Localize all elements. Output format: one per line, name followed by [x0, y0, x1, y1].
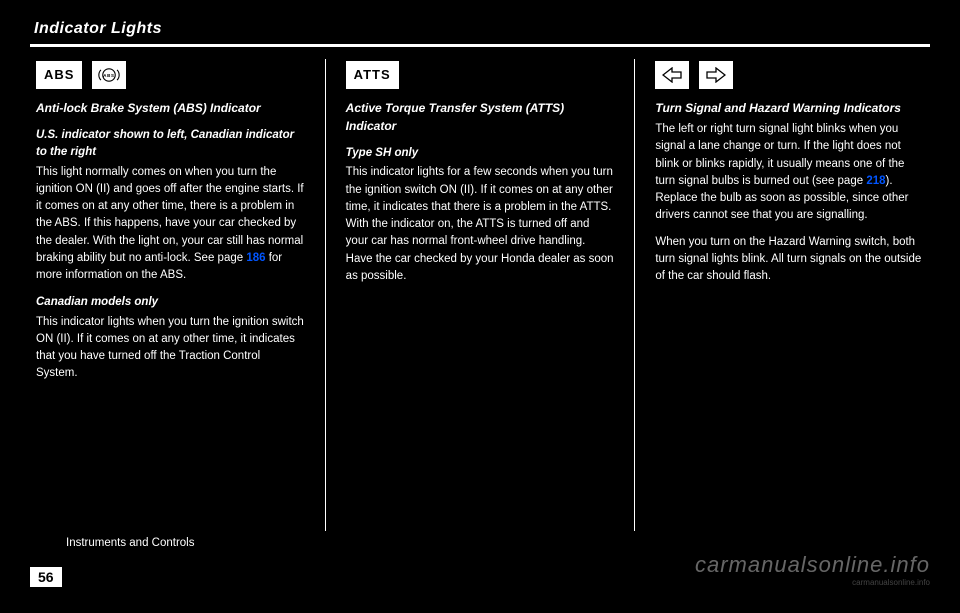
- header-rule: [30, 44, 930, 47]
- watermark-text: carmanualsonline.info: [695, 552, 930, 577]
- page-title: Indicator Lights: [30, 20, 930, 38]
- atts-heading: Active Torque Transfer System (ATTS) Ind…: [346, 99, 615, 135]
- turn-signal-paragraph-2: When you turn on the Hazard Warning swit…: [655, 234, 924, 286]
- abs-circle-icon: ABS: [92, 61, 126, 89]
- abs-paragraph-2: This indicator lights when you turn the …: [36, 314, 305, 383]
- content-columns: ABS ABS Anti-lock Brake System (ABS) Ind…: [30, 59, 930, 531]
- atts-paragraph: This indicator lights for a few seconds …: [346, 164, 615, 285]
- column-3: Turn Signal and Hazard Warning Indicator…: [634, 59, 930, 531]
- left-arrow-icon: [655, 61, 689, 89]
- column-2: ATTS Active Torque Transfer System (ATTS…: [325, 59, 635, 531]
- turn-signal-icons: [655, 61, 924, 89]
- watermark: carmanualsonline.info carmanualsonline.i…: [695, 552, 930, 587]
- footer: 56 carmanualsonline.info carmanualsonlin…: [30, 552, 930, 587]
- abs-subhead-1: U.S. indicator shown to left, Canadian i…: [36, 127, 305, 162]
- abs-text-icon: ABS: [36, 61, 82, 89]
- atts-icons: ATTS: [346, 61, 615, 89]
- watermark-sub: carmanualsonline.info: [695, 578, 930, 587]
- abs-paragraph-1: This light normally comes on when you tu…: [36, 164, 305, 285]
- column-1: ABS ABS Anti-lock Brake System (ABS) Ind…: [30, 59, 325, 531]
- abs-subhead-2: Canadian models only: [36, 294, 305, 311]
- abs-icons: ABS ABS: [36, 61, 305, 89]
- page-link-186[interactable]: 186: [246, 252, 265, 264]
- right-arrow-icon: [699, 61, 733, 89]
- atts-subhead: Type SH only: [346, 145, 615, 162]
- page-number: 56: [30, 567, 62, 587]
- atts-text-icon: ATTS: [346, 61, 399, 89]
- abs-p1-text-a: This light normally comes on when you tu…: [36, 166, 304, 264]
- svg-text:ABS: ABS: [104, 73, 115, 78]
- abs-heading: Anti-lock Brake System (ABS) Indicator: [36, 99, 305, 117]
- turn-signal-heading: Turn Signal and Hazard Warning Indicator…: [655, 99, 924, 117]
- section-footer: Instruments and Controls: [66, 537, 194, 549]
- turn-signal-paragraph-1: The left or right turn signal light blin…: [655, 121, 924, 225]
- page-link-218[interactable]: 218: [866, 175, 885, 187]
